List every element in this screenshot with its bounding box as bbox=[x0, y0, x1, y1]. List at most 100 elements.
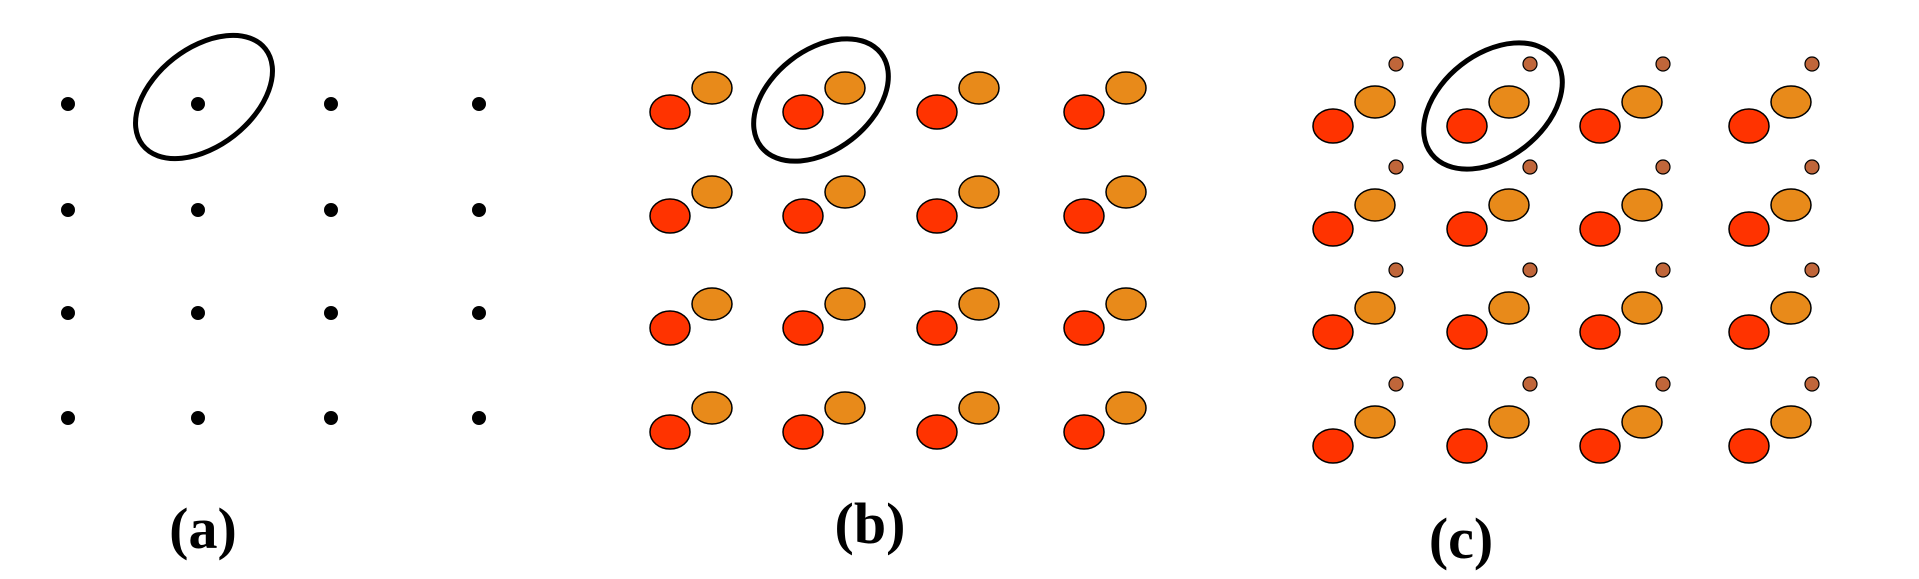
orange-atom bbox=[1488, 85, 1530, 119]
red-atom bbox=[649, 310, 691, 346]
red-atom bbox=[649, 198, 691, 234]
orange-atom bbox=[1770, 291, 1812, 325]
orange-atom bbox=[1770, 188, 1812, 222]
lattice-point bbox=[472, 306, 486, 320]
small-atom bbox=[1655, 56, 1671, 72]
lattice-point bbox=[472, 411, 486, 425]
orange-atom bbox=[1105, 391, 1147, 425]
red-atom bbox=[1312, 108, 1354, 144]
lattice-point bbox=[191, 203, 205, 217]
red-atom bbox=[1728, 108, 1770, 144]
orange-atom bbox=[1621, 85, 1663, 119]
red-atom bbox=[1728, 314, 1770, 350]
red-atom bbox=[1063, 414, 1105, 450]
small-atom bbox=[1655, 159, 1671, 175]
red-atom bbox=[1728, 428, 1770, 464]
small-atom bbox=[1388, 56, 1404, 72]
orange-atom bbox=[1354, 291, 1396, 325]
red-atom bbox=[1446, 428, 1488, 464]
red-atom bbox=[1579, 211, 1621, 247]
small-atom bbox=[1804, 376, 1820, 392]
red-atom bbox=[1312, 428, 1354, 464]
orange-atom bbox=[691, 287, 733, 321]
red-atom bbox=[1728, 211, 1770, 247]
lattice-point bbox=[324, 203, 338, 217]
red-atom bbox=[916, 94, 958, 130]
red-atom bbox=[916, 198, 958, 234]
orange-atom bbox=[1354, 85, 1396, 119]
small-atom bbox=[1388, 376, 1404, 392]
red-atom bbox=[1579, 428, 1621, 464]
red-atom bbox=[1446, 211, 1488, 247]
orange-atom bbox=[691, 175, 733, 209]
small-atom bbox=[1804, 262, 1820, 278]
red-atom bbox=[1579, 108, 1621, 144]
lattice-point bbox=[324, 97, 338, 111]
orange-atom bbox=[1621, 188, 1663, 222]
orange-atom bbox=[1488, 188, 1530, 222]
red-atom bbox=[782, 414, 824, 450]
red-atom bbox=[782, 310, 824, 346]
red-atom bbox=[1446, 314, 1488, 350]
orange-atom bbox=[1770, 405, 1812, 439]
small-atom bbox=[1522, 262, 1538, 278]
red-atom bbox=[1312, 211, 1354, 247]
orange-atom bbox=[1621, 291, 1663, 325]
orange-atom bbox=[1488, 405, 1530, 439]
unit-cell-outline bbox=[751, 36, 891, 164]
orange-atom bbox=[1770, 85, 1812, 119]
small-atom bbox=[1655, 376, 1671, 392]
orange-atom bbox=[958, 71, 1000, 105]
panel-a-lattice bbox=[61, 32, 486, 425]
lattice-point bbox=[61, 411, 75, 425]
red-atom bbox=[1063, 94, 1105, 130]
lattice-point bbox=[324, 306, 338, 320]
orange-atom bbox=[691, 71, 733, 105]
lattice-point bbox=[61, 306, 75, 320]
small-atom bbox=[1388, 159, 1404, 175]
panel-c-crystal bbox=[1312, 40, 1820, 464]
orange-atom bbox=[824, 287, 866, 321]
red-atom bbox=[916, 414, 958, 450]
red-atom bbox=[916, 310, 958, 346]
red-atom bbox=[649, 94, 691, 130]
orange-atom bbox=[1105, 175, 1147, 209]
panel-a-label: (a) bbox=[169, 496, 237, 561]
panel-b-label: (b) bbox=[834, 491, 906, 556]
red-atom bbox=[782, 94, 824, 130]
orange-atom bbox=[1354, 405, 1396, 439]
red-atom bbox=[1063, 198, 1105, 234]
red-atom bbox=[1063, 310, 1105, 346]
orange-atom bbox=[691, 391, 733, 425]
small-atom bbox=[1804, 159, 1820, 175]
lattice-point bbox=[324, 411, 338, 425]
small-atom bbox=[1522, 159, 1538, 175]
orange-atom bbox=[1105, 287, 1147, 321]
small-atom bbox=[1522, 56, 1538, 72]
orange-atom bbox=[1621, 405, 1663, 439]
red-atom bbox=[782, 198, 824, 234]
orange-atom bbox=[958, 287, 1000, 321]
orange-atom bbox=[958, 175, 1000, 209]
orange-atom bbox=[1105, 71, 1147, 105]
panel-b-crystal bbox=[649, 36, 1147, 450]
small-atom bbox=[1804, 56, 1820, 72]
small-atom bbox=[1655, 262, 1671, 278]
orange-atom bbox=[824, 391, 866, 425]
lattice-point bbox=[472, 97, 486, 111]
unit-cell-outline bbox=[1421, 40, 1565, 172]
orange-atom bbox=[824, 71, 866, 105]
red-atom bbox=[1446, 108, 1488, 144]
lattice-point bbox=[191, 411, 205, 425]
lattice-point bbox=[61, 203, 75, 217]
orange-atom bbox=[824, 175, 866, 209]
panel-c-label: (c) bbox=[1428, 506, 1494, 571]
unit-cell-outline bbox=[133, 32, 275, 162]
red-atom bbox=[1312, 314, 1354, 350]
red-atom bbox=[1579, 314, 1621, 350]
orange-atom bbox=[958, 391, 1000, 425]
lattice-point bbox=[191, 97, 205, 111]
small-atom bbox=[1388, 262, 1404, 278]
orange-atom bbox=[1488, 291, 1530, 325]
